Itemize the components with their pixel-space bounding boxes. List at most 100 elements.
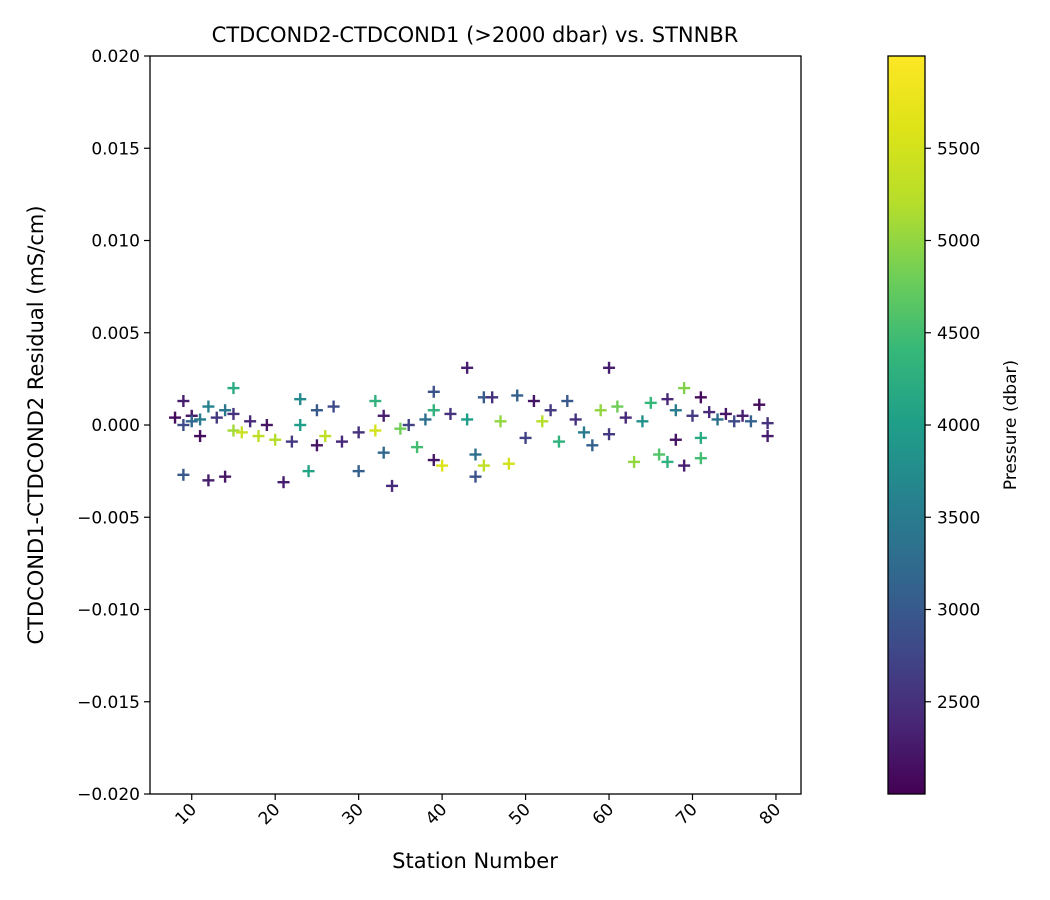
data-point [177, 468, 190, 481]
plot-frame [149, 55, 802, 795]
colorbar-tick-label: 5000 [937, 232, 980, 252]
y-tick-label: 0.010 [91, 232, 140, 252]
data-point [227, 382, 240, 395]
data-point [269, 433, 282, 446]
data-point [327, 400, 340, 413]
y-tick-label: −0.015 [77, 693, 140, 713]
x-tick-label: 70 [672, 800, 701, 829]
data-point [352, 465, 365, 478]
data-point [219, 470, 232, 483]
data-point [427, 454, 440, 467]
y-tick-label: −0.020 [77, 785, 140, 805]
x-tick-label: 20 [255, 800, 284, 829]
data-point [694, 391, 707, 404]
data-point [377, 446, 390, 459]
y-tick-label: 0.000 [91, 416, 140, 436]
data-point [544, 404, 557, 417]
data-point [694, 431, 707, 444]
data-point [419, 413, 432, 426]
data-point [310, 439, 323, 452]
data-point [569, 413, 582, 426]
chart-title: CTDCOND2-CTDCOND1 (>2000 dbar) vs. STNNB… [212, 23, 739, 47]
data-point [285, 435, 298, 448]
data-point [185, 415, 198, 428]
data-point [636, 415, 649, 428]
y-tick-label: −0.005 [77, 508, 140, 528]
data-point [477, 459, 490, 472]
colorbar [887, 55, 926, 795]
data-point [169, 411, 182, 424]
data-point [294, 419, 307, 431]
data-point [678, 382, 691, 395]
data-point [369, 395, 382, 408]
data-point [319, 430, 332, 443]
data-point [661, 455, 674, 468]
data-point [536, 415, 549, 428]
data-point [294, 393, 307, 406]
data-point [302, 465, 315, 478]
scatter-points [169, 361, 774, 492]
data-point [219, 404, 232, 417]
data-point [611, 400, 624, 413]
y-tick-label: 0.005 [91, 324, 140, 344]
data-point [494, 415, 507, 428]
data-point [761, 430, 774, 443]
data-point [369, 424, 382, 437]
data-point [394, 422, 407, 435]
colorbar-axis: 2500 3000 3500 4000 4500 5000 5500 [925, 139, 980, 713]
data-point [310, 404, 323, 417]
data-point [653, 448, 666, 461]
data-point [719, 407, 732, 420]
data-point [202, 400, 215, 413]
x-tick-label: 10 [171, 800, 200, 829]
data-point [686, 409, 699, 422]
data-point [252, 430, 265, 443]
colorbar-tick-label: 4500 [937, 324, 980, 344]
data-point [511, 389, 524, 402]
data-point [603, 428, 616, 441]
data-point [469, 448, 482, 461]
colorbar-tick-label: 4000 [937, 416, 980, 436]
data-point [669, 433, 682, 446]
data-point [411, 441, 424, 454]
data-point [194, 413, 207, 426]
data-point [235, 426, 248, 439]
data-point [527, 395, 540, 408]
data-point [711, 413, 724, 426]
data-point [586, 439, 599, 452]
data-point [703, 406, 716, 419]
data-point [202, 474, 215, 487]
colorbar-tick-label: 3500 [937, 508, 980, 528]
data-point [335, 435, 348, 448]
data-point [469, 470, 482, 483]
data-point [427, 385, 440, 398]
data-point [386, 479, 399, 492]
data-point [352, 426, 365, 439]
x-tick-label: 60 [589, 800, 618, 829]
data-point [444, 407, 457, 420]
colorbar-tick-label: 3000 [937, 601, 980, 621]
data-point [728, 415, 741, 428]
data-point [402, 419, 415, 431]
data-point [210, 411, 223, 424]
colorbar-tick-label: 5500 [937, 139, 980, 159]
data-point [427, 404, 440, 417]
data-point [244, 415, 257, 428]
data-point [628, 455, 641, 468]
data-point [694, 452, 707, 465]
x-tick-label: 30 [338, 800, 367, 829]
y-tick-label: 0.020 [91, 47, 140, 67]
y-axis-label: CTDCOND1-CTDCOND2 Residual (mS/cm) [24, 205, 48, 644]
data-point [277, 476, 290, 489]
y-axis: −0.020 −0.015 −0.010 −0.005 0.000 0.005 0.010 0… [77, 47, 150, 805]
data-point [260, 419, 273, 431]
data-point [177, 419, 190, 431]
data-point [761, 417, 774, 430]
data-point [177, 395, 190, 408]
data-point [669, 404, 682, 417]
data-point [502, 457, 515, 470]
data-point [678, 459, 691, 472]
x-tick-label: 40 [422, 800, 451, 829]
data-point [486, 391, 499, 404]
